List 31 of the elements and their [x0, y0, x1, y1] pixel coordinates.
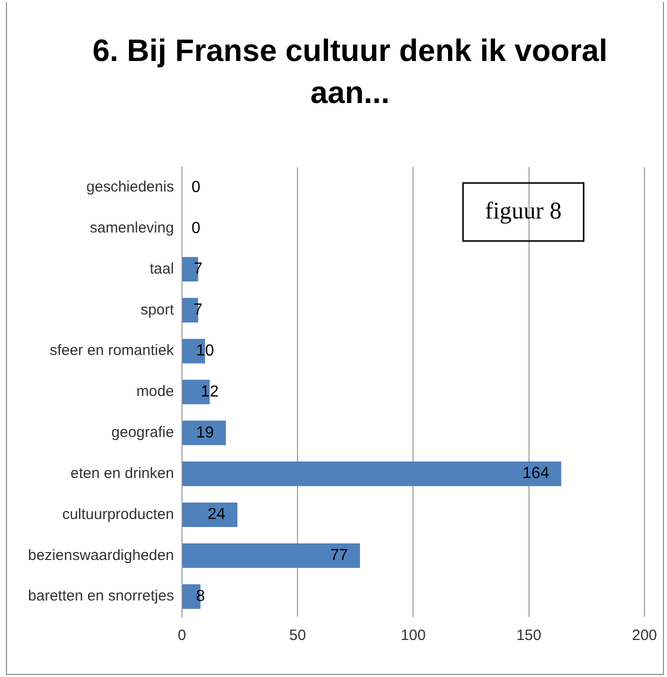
chart-title: 6. Bij Franse cultuur denk ik vooral aan...	[91, 32, 609, 112]
y-tick-label: sfeer en romantiek	[50, 342, 174, 360]
annotation: figuur 8	[485, 198, 562, 224]
y-tick-label: eten en drinken	[70, 464, 174, 482]
data-label: 24	[208, 506, 226, 524]
bar	[182, 420, 226, 446]
y-tick-label: samenleving	[90, 220, 174, 237]
x-tick-label: 100	[400, 627, 426, 644]
x-tick-label: 200	[632, 627, 657, 644]
bar	[182, 502, 238, 527]
data-label: 0	[191, 220, 200, 237]
data-label: 7	[194, 260, 203, 278]
data-label: 7	[194, 302, 203, 319]
y-tick-label: bezienswaardigheden	[28, 546, 174, 564]
y-tick-label: geografie	[111, 424, 174, 442]
x-tick-label: 0	[178, 627, 186, 644]
y-tick-label: geschiedenis	[86, 178, 174, 196]
data-label: 0	[191, 178, 200, 196]
x-tick-label: 50	[289, 627, 306, 644]
y-tick-label: mode	[136, 383, 174, 400]
bar	[182, 462, 562, 486]
y-tick-label: taal	[150, 260, 174, 278]
y-tick-label: baretten en snorretjes	[28, 588, 174, 605]
data-label: 8	[196, 588, 205, 605]
data-label: 19	[196, 424, 214, 442]
data-label: 77	[330, 547, 348, 564]
bar	[182, 543, 360, 568]
y-tick-label: sport	[140, 301, 175, 318]
y-tick-label: cultuurproducten	[62, 506, 174, 523]
x-tick-label: 150	[516, 627, 542, 644]
data-label: 164	[522, 465, 550, 482]
